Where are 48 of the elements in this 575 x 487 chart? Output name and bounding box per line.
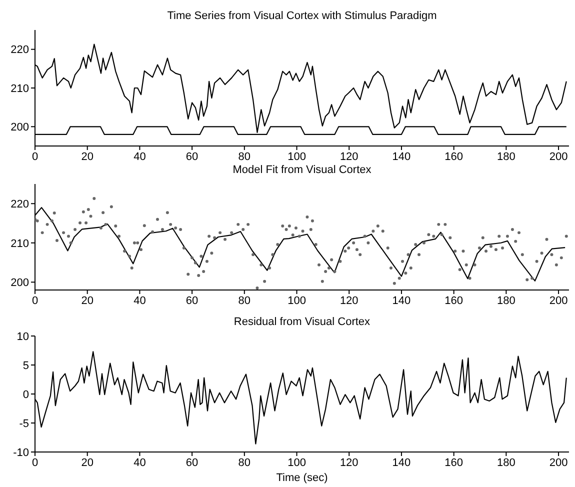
x-tick-label: 180: [496, 294, 516, 307]
x-tick-label: 0: [32, 150, 38, 163]
x-tick-label: 20: [81, 150, 94, 163]
x-tick-label: 80: [238, 456, 251, 469]
x-tick-label: 140: [392, 294, 411, 307]
x-tick-label: 80: [238, 294, 251, 307]
x-tick-label: 100: [288, 456, 306, 469]
y-tick-label: -10: [13, 446, 29, 459]
y-tick-label: 0: [22, 388, 29, 401]
x-tick-label: 140: [392, 150, 411, 163]
x-tick-label: 120: [340, 294, 358, 307]
y-tick-label: -5: [19, 418, 29, 430]
chart-title: Residual from Visual Cortex: [232, 316, 372, 328]
y-tick-label: 10: [16, 330, 29, 343]
x-tick-label: 100: [288, 150, 306, 163]
x-tick-label: 20: [81, 456, 94, 469]
x-tick-label: 40: [134, 456, 146, 469]
x-tick-label: 60: [186, 294, 198, 307]
x-tick-label: 80: [238, 150, 251, 163]
x-tick-label: 0: [32, 294, 38, 307]
y-tick-label: 210: [10, 238, 29, 250]
x-tick-label: 200: [549, 150, 568, 163]
x-tick-label: 60: [186, 456, 198, 469]
x-tick-label: 120: [340, 150, 358, 163]
chart-title: Model Fit from Visual Cortex: [232, 164, 372, 176]
x-tick-label: 40: [134, 150, 146, 163]
y-tick-label: 220: [10, 198, 29, 211]
y-tick-label: 200: [10, 277, 29, 290]
x-tick-label: 0: [32, 456, 38, 469]
x-tick-label: 200: [549, 294, 568, 307]
x-tick-label: 180: [496, 150, 516, 163]
x-tick-label: 40: [134, 294, 146, 307]
y-tick-label: 210: [10, 82, 29, 95]
y-tick-label: 5: [22, 360, 29, 372]
x-axis-title: Time (sec): [276, 472, 328, 484]
x-tick-label: 100: [288, 294, 306, 307]
x-tick-label: 160: [444, 456, 464, 469]
chart-title: Time Series from Visual Cortex with Stimulus Paradigm: [166, 10, 438, 22]
x-tick-label: 60: [186, 150, 198, 163]
x-tick-label: 120: [340, 456, 358, 469]
y-tick-label: 220: [10, 44, 29, 56]
x-tick-label: 20: [81, 294, 94, 307]
y-tick-label: 200: [10, 122, 29, 134]
x-tick-label: 180: [496, 456, 516, 469]
x-tick-label: 140: [392, 456, 411, 469]
x-tick-label: 200: [549, 456, 568, 469]
x-tick-label: 160: [444, 150, 464, 163]
x-tick-label: 160: [444, 294, 464, 307]
